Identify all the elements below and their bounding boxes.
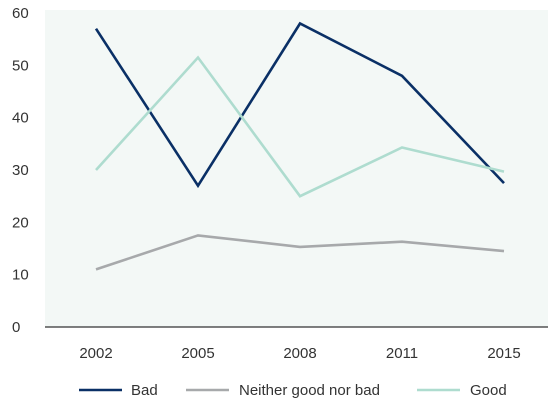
x-axis-ticks: 2002 2005 2008 2011 2015 bbox=[79, 345, 520, 362]
legend-label-good: Good bbox=[470, 382, 507, 399]
legend: Bad Neither good nor bad Good bbox=[79, 382, 507, 399]
legend-label-neither-good-nor-bad: Neither good nor bad bbox=[239, 382, 380, 399]
plot-background bbox=[45, 10, 548, 327]
y-tick-label-60: 60 bbox=[12, 5, 29, 22]
y-tick-label-10: 10 bbox=[12, 267, 29, 284]
x-tick-label-2002: 2002 bbox=[79, 345, 112, 362]
x-tick-label-2011: 2011 bbox=[386, 345, 418, 362]
legend-label-bad: Bad bbox=[131, 382, 158, 399]
x-tick-label-2015: 2015 bbox=[487, 345, 520, 362]
y-axis-ticks: 0 10 20 30 40 50 60 bbox=[12, 5, 29, 336]
y-tick-label-0: 0 bbox=[12, 319, 20, 336]
y-tick-label-20: 20 bbox=[12, 214, 29, 231]
x-tick-label-2008: 2008 bbox=[283, 345, 316, 362]
x-tick-label-2005: 2005 bbox=[181, 345, 214, 362]
y-tick-label-50: 50 bbox=[12, 57, 29, 74]
y-tick-label-40: 40 bbox=[12, 110, 29, 127]
y-tick-label-30: 30 bbox=[12, 162, 29, 179]
